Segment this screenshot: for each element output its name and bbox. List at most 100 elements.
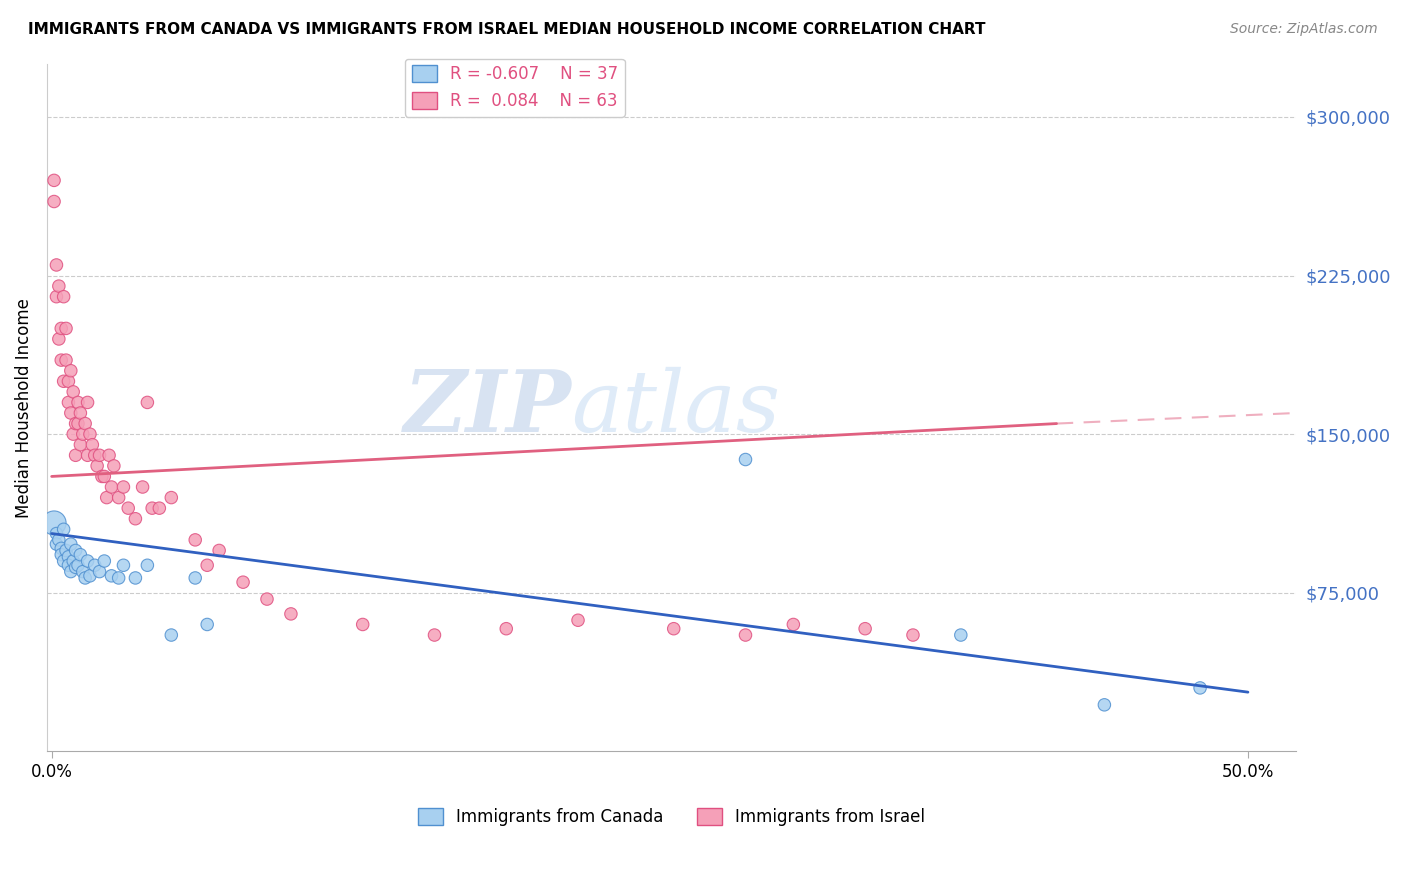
Point [62, 384, 84, 399]
Point [195, 558, 218, 573]
Point [51, 353, 73, 368]
Point [1189, 681, 1212, 695]
Point [93, 469, 115, 483]
Point [352, 617, 374, 632]
Point [65, 560, 87, 574]
Point [76, 395, 98, 409]
Point [42, 516, 65, 530]
Point [112, 480, 135, 494]
Point [51, 541, 73, 556]
Point [69, 438, 91, 452]
Point [100, 480, 122, 494]
Point [117, 501, 139, 516]
Point [58, 558, 80, 573]
Point [51, 548, 73, 562]
Point [131, 480, 153, 494]
Point [83, 448, 105, 462]
Point [89, 565, 111, 579]
Y-axis label: Median Household Income: Median Household Income [15, 298, 32, 517]
Point [55, 543, 77, 558]
Point [79, 427, 101, 442]
Point [949, 628, 972, 642]
Point [734, 452, 756, 467]
Point [55, 321, 77, 335]
Text: ZIP: ZIP [404, 366, 571, 450]
Point [100, 569, 122, 583]
Point [86, 458, 108, 473]
Point [52, 554, 75, 568]
Point [58, 395, 80, 409]
Point [103, 458, 125, 473]
Point [160, 628, 183, 642]
Point [72, 427, 94, 442]
Point [96, 491, 118, 505]
Point [72, 565, 94, 579]
Point [55, 353, 77, 368]
Point [83, 558, 105, 573]
Point [567, 613, 589, 627]
Point [195, 617, 218, 632]
Point [66, 558, 89, 573]
Point [136, 558, 159, 573]
Text: IMMIGRANTS FROM CANADA VS IMMIGRANTS FROM ISRAEL MEDIAN HOUSEHOLD INCOME CORRELA: IMMIGRANTS FROM CANADA VS IMMIGRANTS FRO… [28, 22, 986, 37]
Point [107, 491, 129, 505]
Point [58, 549, 80, 564]
Point [280, 607, 302, 621]
Point [45, 526, 67, 541]
Point [48, 533, 70, 547]
Point [662, 622, 685, 636]
Point [89, 448, 111, 462]
Point [208, 543, 231, 558]
Point [734, 628, 756, 642]
Point [75, 571, 97, 585]
Point [48, 332, 70, 346]
Point [59, 406, 82, 420]
Point [58, 374, 80, 388]
Point [76, 554, 98, 568]
Point [93, 554, 115, 568]
Point [51, 321, 73, 335]
Point [495, 622, 517, 636]
Point [232, 575, 254, 590]
Point [98, 448, 121, 462]
Point [69, 548, 91, 562]
Point [59, 537, 82, 551]
Point [62, 554, 84, 568]
Point [66, 395, 89, 409]
Point [52, 374, 75, 388]
Point [148, 501, 170, 516]
Point [52, 522, 75, 536]
Point [45, 258, 67, 272]
Legend: Immigrants from Canada, Immigrants from Israel: Immigrants from Canada, Immigrants from … [411, 801, 932, 832]
Point [42, 173, 65, 187]
Point [59, 565, 82, 579]
Point [65, 448, 87, 462]
Point [423, 628, 446, 642]
Point [66, 417, 89, 431]
Point [75, 417, 97, 431]
Text: Source: ZipAtlas.com: Source: ZipAtlas.com [1230, 22, 1378, 37]
Point [184, 571, 207, 585]
Point [124, 512, 146, 526]
Point [45, 290, 67, 304]
Point [136, 395, 159, 409]
Point [124, 571, 146, 585]
Point [853, 622, 876, 636]
Point [65, 417, 87, 431]
Point [256, 592, 278, 607]
Point [65, 543, 87, 558]
Point [52, 290, 75, 304]
Point [62, 427, 84, 442]
Point [42, 194, 65, 209]
Point [112, 558, 135, 573]
Point [48, 279, 70, 293]
Text: atlas: atlas [571, 367, 780, 449]
Point [184, 533, 207, 547]
Point [76, 448, 98, 462]
Point [160, 491, 183, 505]
Point [901, 628, 924, 642]
Point [1092, 698, 1115, 712]
Point [45, 537, 67, 551]
Point [141, 501, 163, 516]
Point [69, 406, 91, 420]
